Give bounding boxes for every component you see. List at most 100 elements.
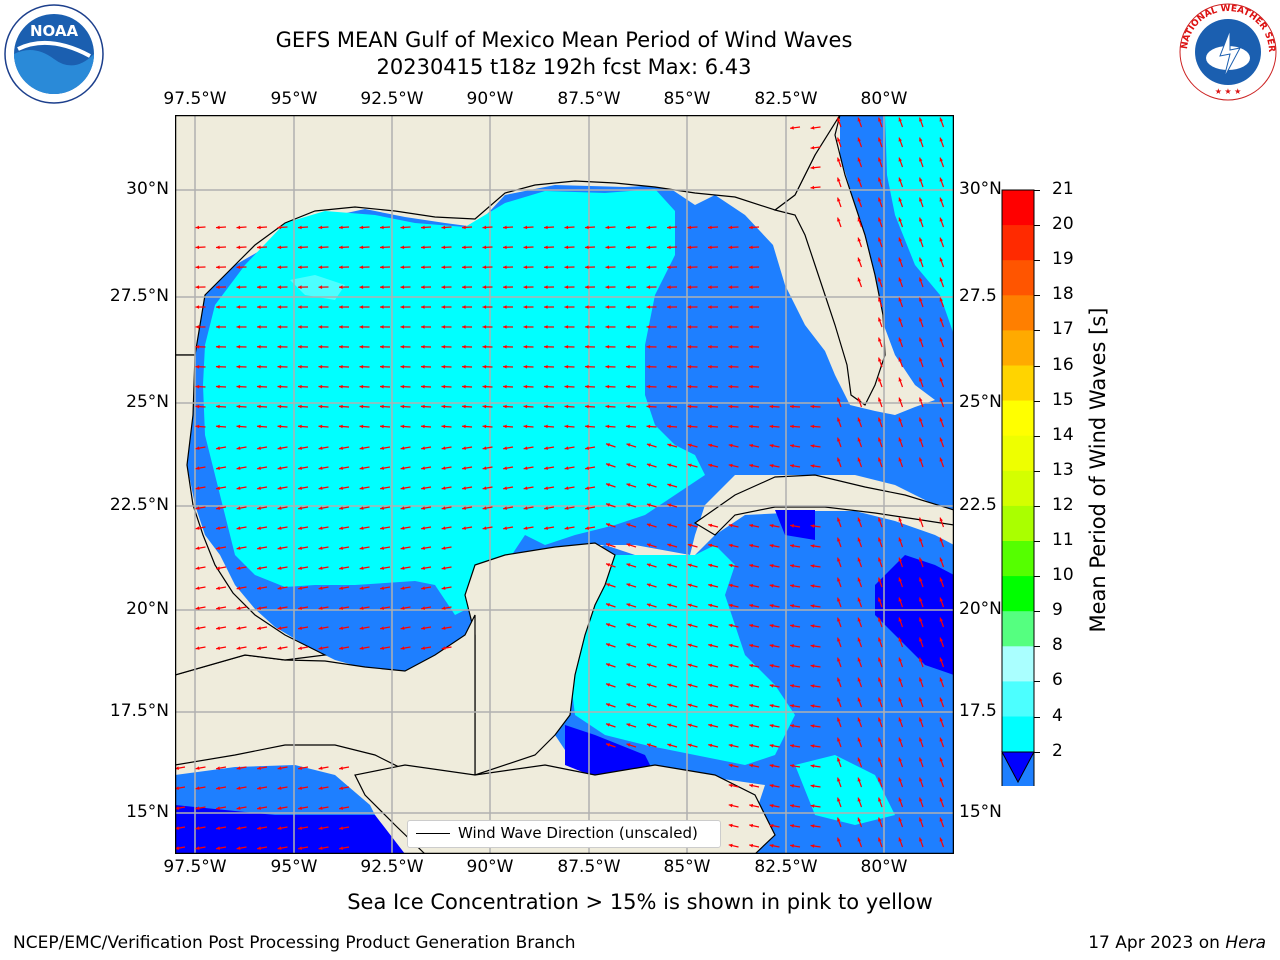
wave-direction-arrowhead — [503, 285, 507, 289]
colorbar-tick-label: 10 — [1052, 565, 1074, 586]
wave-direction-arrowhead — [482, 486, 487, 490]
wave-direction-arrowhead — [898, 697, 903, 702]
colorbar-tick-mark — [1034, 541, 1040, 542]
colorbar-extend-triangle — [1001, 751, 1035, 784]
wave-direction-arrowhead — [277, 446, 282, 450]
caribbean-water-inner — [570, 545, 795, 765]
wave-direction-arrowhead — [810, 126, 815, 130]
colorbar-tick-mark — [1034, 646, 1040, 648]
wave-direction-arrowhead — [195, 466, 200, 470]
wave-direction-arrowhead — [236, 806, 241, 810]
colorbar-tick-mark — [1034, 330, 1040, 332]
wave-direction-arrowhead — [749, 603, 754, 608]
wave-direction-arrowhead — [298, 404, 302, 409]
wave-direction-arrowhead — [626, 463, 631, 467]
wave-direction-arrowhead — [318, 225, 323, 230]
wave-direction-arrowhead — [919, 117, 923, 122]
wave-direction-arrowhead — [441, 546, 446, 550]
wave-direction-arrowhead — [728, 603, 733, 608]
wave-direction-arrowhead — [728, 225, 733, 230]
wave-direction-arrowhead — [585, 345, 589, 349]
wave-direction-arrowhead — [523, 446, 528, 450]
colorbar-tick-label: 8 — [1052, 635, 1063, 656]
wave-direction-arrowhead — [810, 604, 815, 608]
lon-label-top: 95°W — [270, 89, 318, 109]
wave-direction-arrowhead — [749, 643, 754, 648]
wave-direction-arrowhead — [790, 804, 794, 808]
wave-direction-arrowhead — [503, 404, 507, 409]
wave-direction-arrowhead — [749, 843, 754, 848]
wave-direction-arrowhead — [482, 245, 487, 250]
wave-direction-arrowhead — [728, 463, 733, 468]
colorbar — [1001, 189, 1035, 786]
wave-direction-arrowhead — [878, 637, 882, 642]
lon-label-bottom: 82.5°W — [754, 857, 818, 877]
wave-direction-arrowhead — [339, 345, 343, 349]
wave-direction-arrowhead — [857, 617, 862, 622]
wave-direction-arrowhead — [626, 623, 631, 627]
wave-direction-arrowhead — [236, 586, 241, 590]
wave-direction-arrowhead — [400, 424, 405, 429]
wave-direction-arrowhead — [749, 285, 753, 289]
wave-direction-arrowhead — [687, 583, 692, 588]
wave-direction-arrowhead — [790, 644, 794, 648]
wave-direction-arrowhead — [216, 826, 220, 830]
lat-label-right: 17.5 — [959, 701, 997, 721]
wave-direction-arrowhead — [318, 606, 323, 610]
wave-direction-arrowhead — [605, 404, 610, 409]
wave-direction-arrowhead — [626, 225, 630, 230]
nws-logo: NATIONAL WEATHER SERVICE ★ ★ ★ — [1178, 2, 1277, 101]
wave-direction-arrowhead — [257, 806, 261, 810]
lat-label-left: 15°N — [126, 802, 169, 822]
wave-direction-arrowhead — [810, 145, 815, 150]
wave-direction-arrowhead — [380, 626, 384, 630]
wave-direction-arrowhead — [441, 424, 446, 429]
wave-direction-arrowhead — [339, 806, 343, 810]
wave-direction-arrowhead — [898, 317, 903, 322]
wave-direction-arrowhead — [878, 537, 882, 542]
wave-direction-arrowhead — [298, 424, 302, 429]
wave-direction-arrowhead — [898, 597, 903, 602]
wave-direction-arrowhead — [482, 345, 487, 349]
wave-direction-arrowhead — [898, 617, 903, 622]
wave-direction-arrowhead — [400, 526, 405, 530]
wave-direction-arrowhead — [708, 225, 712, 230]
wave-direction-arrowhead — [318, 506, 323, 510]
wave-direction-arrowhead — [359, 364, 364, 369]
wave-direction-arrowhead — [339, 626, 343, 630]
wave-direction-arrowhead — [728, 285, 733, 289]
wave-direction-arrowhead — [236, 305, 241, 309]
wave-direction-arrowhead — [216, 546, 220, 550]
wave-direction-arrowhead — [919, 317, 923, 322]
wave-direction-arrowhead — [728, 683, 733, 688]
colorbar-segment — [1002, 611, 1034, 647]
wave-direction-arrowhead — [667, 463, 672, 467]
lon-label-top: 80°W — [860, 89, 908, 109]
wave-direction-arrowhead — [257, 245, 261, 250]
wave-direction-arrowhead — [810, 464, 815, 468]
wave-direction-arrowhead — [898, 537, 903, 542]
wave-direction-arrowhead — [544, 265, 548, 270]
wave-direction-arrowhead — [462, 225, 466, 230]
wave-direction-arrowhead — [462, 305, 466, 309]
wave-direction-arrowhead — [769, 584, 774, 588]
wave-direction-arrowhead — [503, 225, 507, 230]
wave-direction-arrowhead — [898, 337, 903, 342]
wave-direction-arrowhead — [878, 457, 882, 462]
wave-direction-arrowhead — [857, 717, 862, 722]
wave-direction-arrowhead — [667, 543, 672, 547]
wave-direction-arrowhead — [236, 506, 241, 510]
wave-direction-arrowhead — [400, 506, 405, 510]
wave-direction-arrowhead — [878, 837, 882, 842]
wave-direction-arrowhead — [728, 783, 733, 788]
wave-direction-arrowhead — [626, 743, 631, 747]
wave-direction-arrowhead — [810, 524, 815, 528]
wave-direction-arrowhead — [626, 305, 630, 309]
wave-direction-arrowhead — [708, 543, 713, 548]
wave-direction-arrowhead — [667, 703, 672, 707]
wave-direction-arrowhead — [728, 345, 733, 349]
wave-direction-arrowhead — [462, 265, 466, 270]
wave-direction-arrowhead — [195, 786, 200, 790]
wave-direction-arrowhead — [216, 486, 220, 490]
wave-direction-arrowhead — [339, 766, 343, 770]
